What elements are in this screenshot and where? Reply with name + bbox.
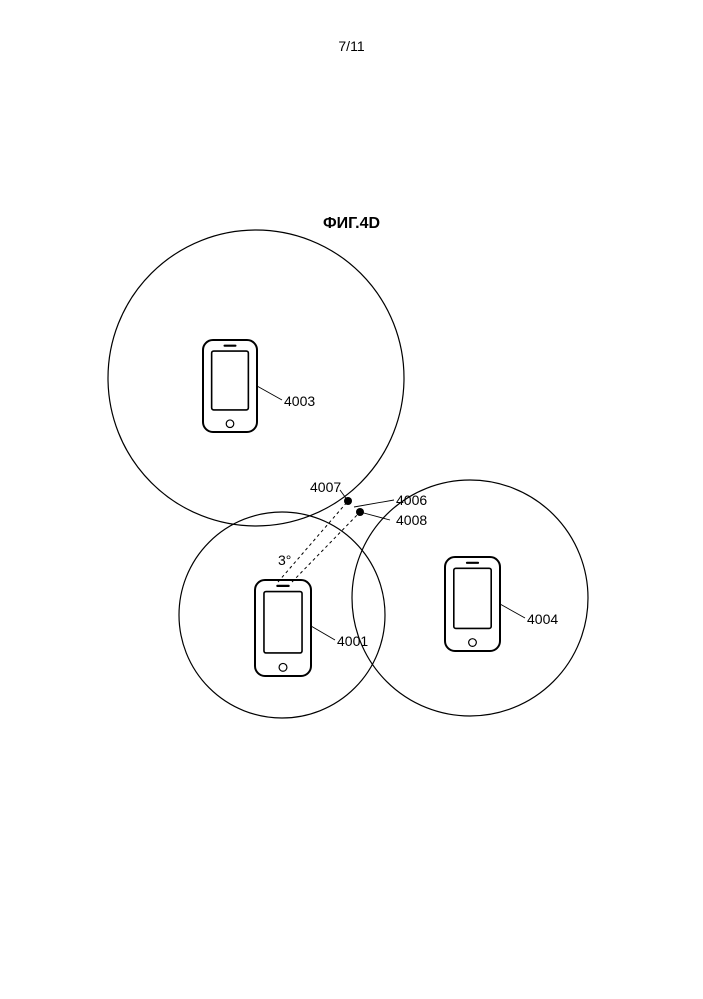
label-4007: 4007 xyxy=(310,479,341,495)
label-4008: 4008 xyxy=(396,512,427,528)
label-4001: 4001 xyxy=(337,633,368,649)
diagram-svg xyxy=(0,0,703,999)
label-4004: 4004 xyxy=(527,611,558,627)
label-4006: 4006 xyxy=(396,492,427,508)
label-4003: 4003 xyxy=(284,393,315,409)
label-angle: 3° xyxy=(278,552,291,568)
